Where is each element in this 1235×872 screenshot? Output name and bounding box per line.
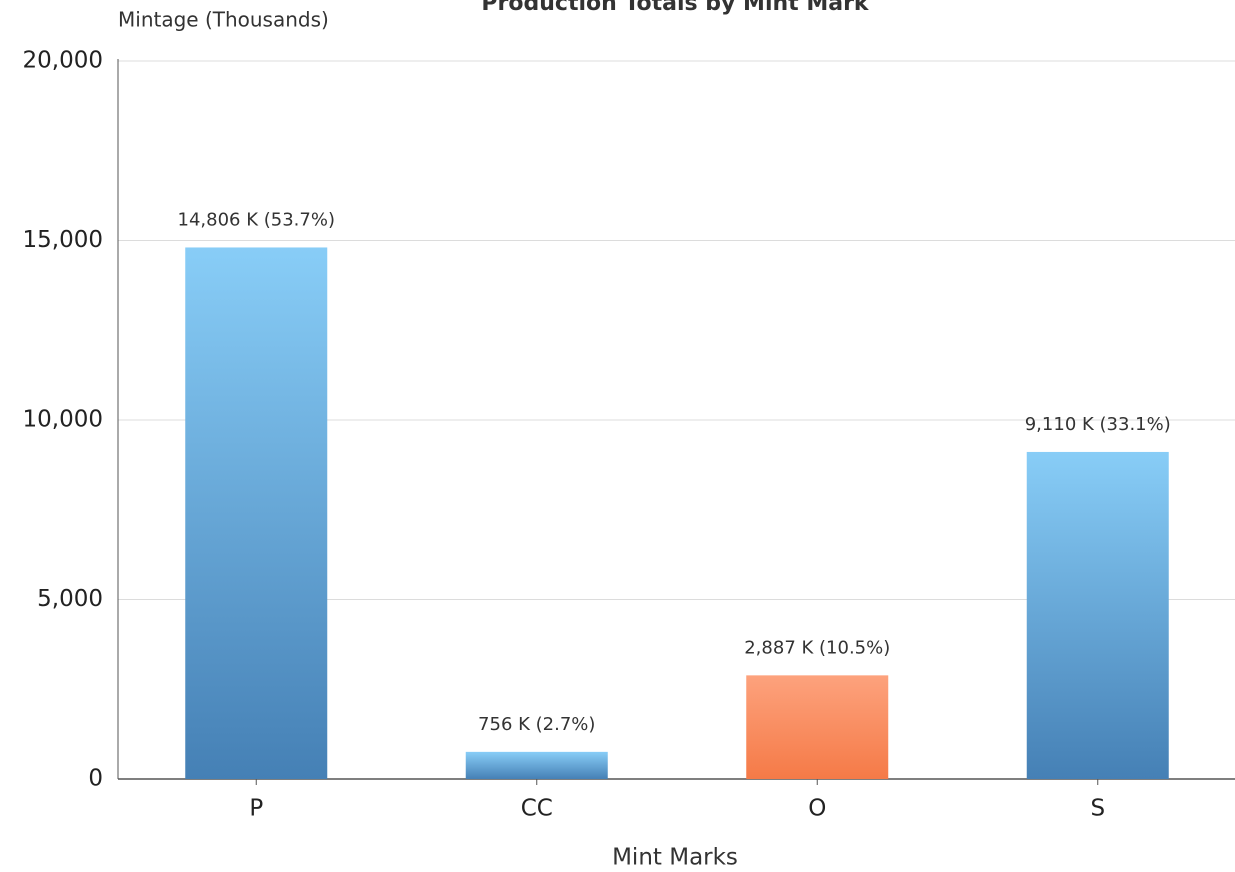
x-tick-label: P: [249, 796, 263, 822]
bar: [746, 675, 889, 779]
x-tick-label: O: [808, 796, 826, 822]
x-tick-label: CC: [521, 796, 553, 822]
bar: [1026, 451, 1169, 779]
y-axis-label: Mintage (Thousands): [118, 8, 329, 32]
value-label: 2,887 K (10.5%): [744, 637, 890, 658]
y-tick-label: 10,000: [23, 407, 103, 433]
bar: [465, 751, 608, 779]
y-tick-label: 15,000: [23, 227, 103, 253]
chart-title: Production Totals by Mint Mark: [481, 0, 869, 16]
x-tick-label: S: [1090, 796, 1105, 822]
bar: [185, 247, 328, 779]
y-tick-label: 0: [88, 766, 103, 792]
y-tick-label: 5,000: [37, 586, 103, 612]
x-axis-label: Mint Marks: [612, 845, 738, 871]
value-label: 9,110 K (33.1%): [1025, 414, 1171, 435]
y-tick-label: 20,000: [23, 48, 103, 74]
value-label: 14,806 K (53.7%): [178, 209, 335, 230]
value-label: 756 K (2.7%): [478, 714, 595, 735]
